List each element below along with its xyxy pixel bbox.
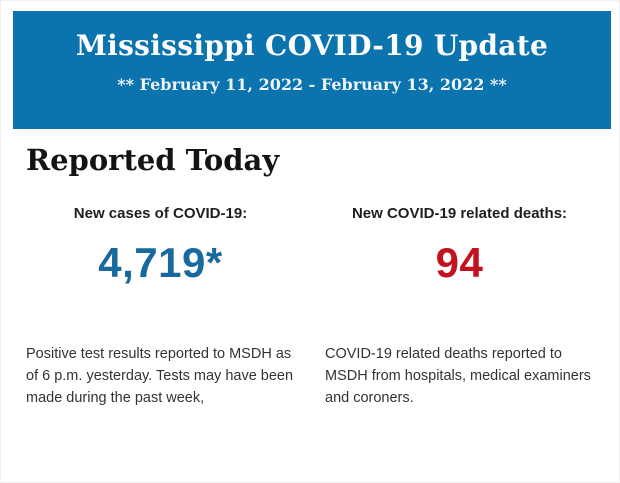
stat-new-deaths: New COVID-19 related deaths: 94	[325, 205, 594, 287]
stat-new-cases: New cases of COVID-19: 4,719*	[26, 205, 295, 287]
page-title: Mississippi COVID-19 Update	[75, 29, 549, 62]
date-range: ** February 11, 2022 - February 13, 2022…	[117, 75, 507, 94]
new-deaths-label: New COVID-19 related deaths:	[351, 205, 568, 222]
new-cases-description: Positive test results reported to MSDH a…	[26, 346, 294, 406]
section-title: Reported Today	[26, 143, 280, 177]
stats-row: New cases of COVID-19: 4,719* New COVID-…	[26, 205, 594, 287]
new-cases-label: New cases of COVID-19:	[73, 205, 248, 222]
new-deaths-description: COVID-19 related deaths reported to MSDH…	[325, 346, 591, 406]
new-cases-value: 4,719*	[98, 239, 223, 286]
header-banner: Mississippi COVID-19 Update ** February …	[13, 11, 611, 129]
new-deaths-value: 94	[435, 239, 484, 286]
main-content: Reported Today New cases of COVID-19: 4,…	[1, 143, 619, 409]
descriptions-row: Positive test results reported to MSDH a…	[26, 343, 594, 409]
